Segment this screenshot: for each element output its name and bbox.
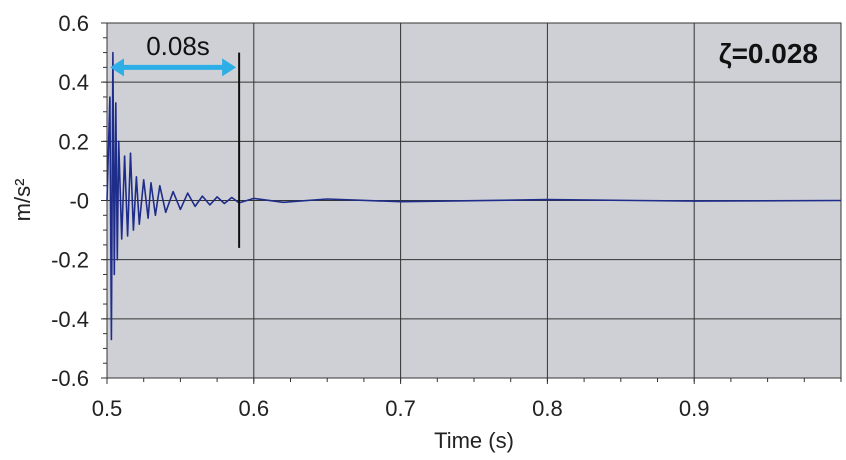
minor-ticks (103, 22, 842, 382)
series-line (106, 51, 842, 341)
x-axis-title: Time (s) (434, 428, 514, 453)
y-tick-label: 0.6 (58, 11, 89, 36)
damping-ratio-label: ζ=0.028 (719, 38, 818, 69)
y-tick-label: -0.6 (51, 366, 89, 391)
x-tick-label: 0.6 (239, 396, 270, 421)
interval-label: 0.08s (146, 31, 210, 61)
x-tick-label: 0.8 (532, 396, 563, 421)
annotation-group (110, 52, 241, 248)
x-tick-label: 0.9 (679, 396, 710, 421)
x-tick-label: 0.7 (385, 396, 416, 421)
y-tick-label: 0.4 (58, 70, 89, 95)
y-tick-label: -0.4 (51, 307, 89, 332)
interval-arrow-head-left (110, 58, 124, 77)
grid (101, 22, 842, 384)
y-axis-title: m/s² (10, 179, 35, 222)
series-group (106, 51, 842, 341)
x-tick-labels: 0.5 0.6 0.7 0.8 0.9 (92, 396, 710, 421)
x-tick-label: 0.5 (92, 396, 123, 421)
y-tick-label: -0.2 (51, 248, 89, 273)
y-tick-labels: 0.6 0.4 0.2 -0 -0.2 -0.4 -0.6 (51, 11, 89, 391)
y-tick-label: -0 (69, 189, 89, 214)
y-tick-label: 0.2 (58, 129, 89, 154)
interval-arrow-head-right (222, 58, 237, 77)
